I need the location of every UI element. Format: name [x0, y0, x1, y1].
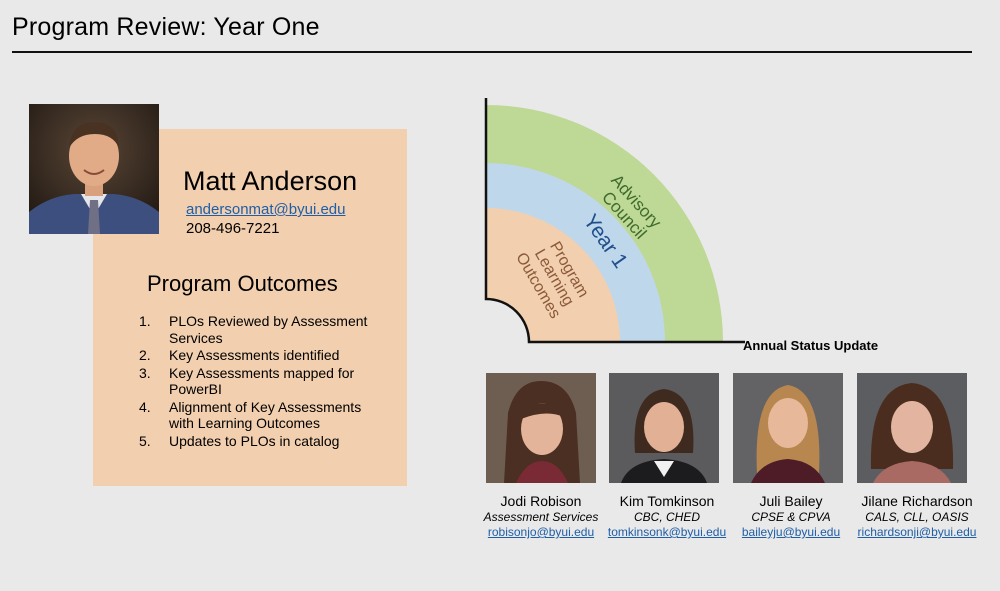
member-email-link[interactable]: baileyju@byui.edu [741, 525, 841, 539]
title-divider [12, 51, 972, 53]
page-title: Program Review: Year One [12, 13, 320, 41]
team-photo-bailey [733, 373, 843, 483]
outcome-item: 4. Alignment of Key Assessments with Lear… [139, 399, 389, 432]
outcome-text: Alignment of Key Assessments with Learni… [169, 398, 362, 432]
outcome-number: 4. [139, 398, 151, 415]
team-photo-richardson [857, 373, 967, 483]
member-role: CPSE & CPVA [751, 510, 831, 524]
outcome-text: Updates to PLOs in catalog [169, 432, 340, 449]
outcome-item: 1. PLOs Reviewed by Assessment Services [139, 313, 389, 346]
outcome-text: Key Assessments identified [169, 347, 340, 363]
team-member-richardson: Jilane Richardson CALS, CLL, OASIS richa… [852, 493, 982, 539]
member-email-link[interactable]: richardsonji@byui.edu [857, 525, 977, 539]
member-role: Assessment Services [483, 510, 599, 524]
member-name: Jodi Robison [500, 493, 582, 509]
outcomes-list: 1. PLOs Reviewed by Assessment Services 2… [139, 313, 389, 450]
lead-photo [29, 104, 159, 234]
annual-status-update-label: Annual Status Update [743, 338, 879, 353]
outcome-number: 5. [139, 432, 151, 449]
member-name: Kim Tomkinson [619, 493, 715, 509]
team-member-tomkinson: Kim Tomkinson CBC, CHED tomkinsonk@byui.… [602, 493, 732, 539]
outcome-item: 2. Key Assessments identified [139, 347, 389, 364]
cycle-axis [484, 98, 745, 344]
member-email-link[interactable]: tomkinsonk@byui.edu [607, 525, 727, 539]
member-email-link[interactable]: robisonjo@byui.edu [487, 525, 595, 539]
member-role: CALS, CLL, OASIS [865, 510, 969, 524]
review-cycle-diagram: Advisory Council Year 1 Program Learning… [484, 98, 745, 344]
lead-phone: 208-496-7221 [186, 220, 280, 237]
member-name: Jilane Richardson [861, 493, 973, 509]
outcome-text: PLOs Reviewed by Assessment Services [169, 313, 368, 346]
outcome-item: 5. Updates to PLOs in catalog [139, 433, 389, 450]
learning-outcomes-band [486, 208, 620, 342]
outcome-number: 1. [139, 313, 151, 329]
team-member-bailey: Juli Bailey CPSE & CPVA baileyju@byui.ed… [726, 493, 856, 539]
lead-email-link[interactable]: andersonmat@byui.edu [186, 201, 346, 218]
member-role: CBC, CHED [633, 510, 700, 524]
outcome-number: 3. [139, 364, 151, 381]
member-name: Juli Bailey [759, 493, 823, 509]
outcome-number: 2. [139, 347, 151, 363]
team-photo-robison [486, 373, 596, 483]
team-photo-tomkinson [609, 373, 719, 483]
outcome-text: Key Assessments mapped for PowerBI [169, 364, 355, 398]
team-member-robison: Jodi Robison Assessment Services robison… [476, 493, 606, 539]
lead-name: Matt Anderson [183, 166, 358, 196]
outcome-item: 3. Key Assessments mapped for PowerBI [139, 365, 389, 398]
outcomes-heading: Program Outcomes [147, 271, 338, 296]
